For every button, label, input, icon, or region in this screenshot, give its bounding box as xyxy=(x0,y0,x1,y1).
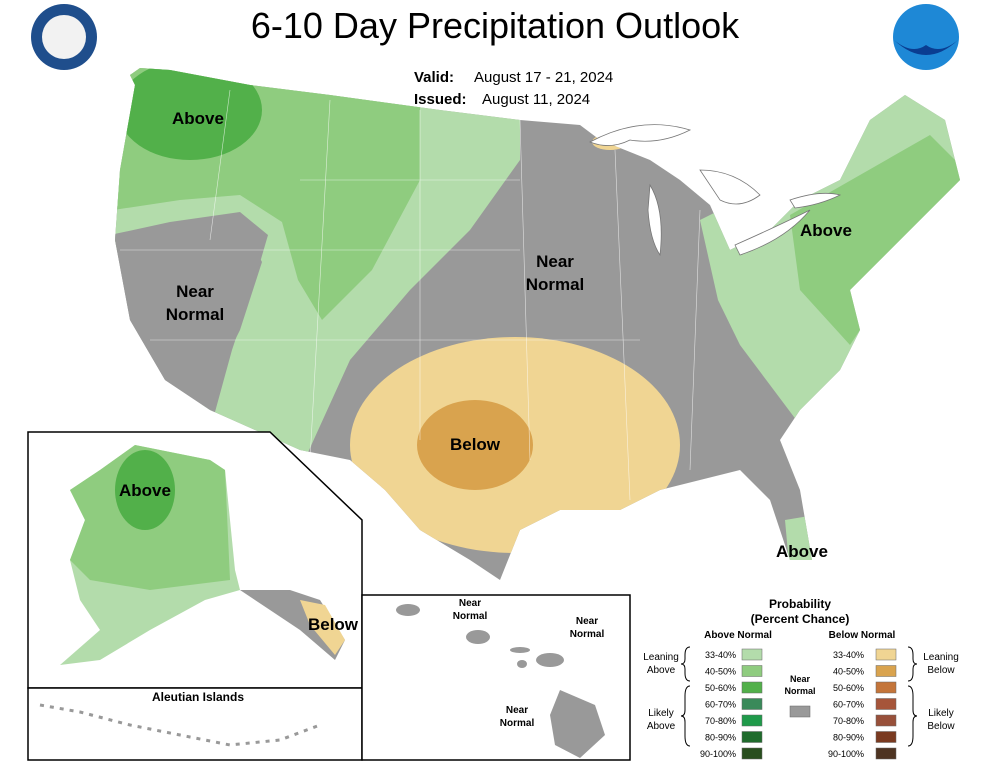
hawaii-islands xyxy=(396,604,605,758)
aleutian-islands xyxy=(39,703,321,747)
legend-group: Above xyxy=(647,665,676,676)
above-core xyxy=(118,68,262,160)
legend-header: Below Normal xyxy=(829,630,896,641)
legend-swatch xyxy=(875,648,897,661)
legend-header: Above Normal xyxy=(704,630,772,641)
legend-range: 50-60% xyxy=(833,683,864,693)
noaa-wave xyxy=(894,40,958,55)
map-label: Above xyxy=(800,221,852,240)
legend-swatch xyxy=(875,714,897,727)
legend-swatch xyxy=(789,705,811,718)
legend-swatch xyxy=(875,747,897,760)
map-label: Normal xyxy=(166,305,225,324)
commerce-seal-inner xyxy=(42,15,86,59)
legend-swatch xyxy=(875,731,897,743)
alaska-label: Below xyxy=(308,615,359,634)
legend: Probability (Percent Chance) Above Norma… xyxy=(643,597,959,760)
legend-range: 50-60% xyxy=(705,683,736,693)
alaska-label: Above xyxy=(119,481,171,500)
noaa-logo xyxy=(893,4,959,70)
aleutian-frame xyxy=(27,687,363,761)
legend-group: Above xyxy=(647,721,676,732)
legend-group: Leaning xyxy=(923,652,959,663)
legend-swatch xyxy=(741,648,763,661)
legend-swatch xyxy=(875,665,897,677)
legend-swatch xyxy=(741,731,763,743)
map-label: Below xyxy=(450,435,501,454)
valid-dates: August 17 - 21, 2024 xyxy=(474,69,613,86)
hawaii-label: Normal xyxy=(453,611,488,622)
legend-range: 70-80% xyxy=(705,716,736,726)
legend-swatch xyxy=(875,681,897,694)
legend-group: Leaning xyxy=(643,652,679,663)
legend-near: Near xyxy=(790,674,811,684)
legend-swatch xyxy=(741,714,763,727)
likely-above-east xyxy=(790,135,960,345)
legend-swatch xyxy=(741,681,763,694)
legend-range: 40-50% xyxy=(833,667,864,677)
likely-below xyxy=(417,400,533,490)
map-label: Above xyxy=(172,109,224,128)
hawaii-label: Near xyxy=(576,616,598,627)
map-label: Normal xyxy=(526,275,585,294)
legend-group: Below xyxy=(927,721,955,732)
legend-group: Likely xyxy=(648,708,674,719)
state-lines xyxy=(120,89,701,501)
legend-range: 33-40% xyxy=(833,650,864,660)
legend-braces xyxy=(680,646,918,747)
legend-title: (Percent Chance) xyxy=(751,612,850,626)
legend-swatch xyxy=(875,698,897,710)
hawaii-label: Normal xyxy=(500,718,535,729)
hawaii-label: Near xyxy=(459,598,481,609)
issued-label: Issued: xyxy=(414,91,467,108)
map-label: Near xyxy=(536,252,574,271)
legend-swatch xyxy=(741,747,763,760)
legend-group: Below xyxy=(927,665,955,676)
map-label: Near xyxy=(176,282,214,301)
hawaii-label: Normal xyxy=(570,629,605,640)
legend-swatch xyxy=(741,698,763,710)
alaska-above-core xyxy=(115,450,175,530)
great-lakes xyxy=(589,124,842,257)
map-label: Above xyxy=(776,542,828,561)
legend-range: 90-100% xyxy=(828,749,864,759)
legend-range: 60-70% xyxy=(833,700,864,710)
title: 6-10 Day Precipitation Outlook xyxy=(251,5,740,46)
hawaii-label: Near xyxy=(506,705,528,716)
legend-range: 80-90% xyxy=(705,733,736,743)
legend-group: Likely xyxy=(928,708,954,719)
aleutian-title: Aleutian Islands xyxy=(152,690,244,704)
alaska-below xyxy=(300,600,345,655)
legend-range: 40-50% xyxy=(705,667,736,677)
legend-near: Normal xyxy=(784,686,815,696)
legend-range: 80-90% xyxy=(833,733,864,743)
legend-swatch xyxy=(741,665,763,677)
issued-date: August 11, 2024 xyxy=(482,91,590,108)
legend-range: 33-40% xyxy=(705,650,736,660)
legend-range: 60-70% xyxy=(705,700,736,710)
legend-range: 90-100% xyxy=(700,749,736,759)
legend-title: Probability xyxy=(769,597,831,611)
valid-label: Valid: xyxy=(414,69,454,86)
legend-range: 70-80% xyxy=(833,716,864,726)
